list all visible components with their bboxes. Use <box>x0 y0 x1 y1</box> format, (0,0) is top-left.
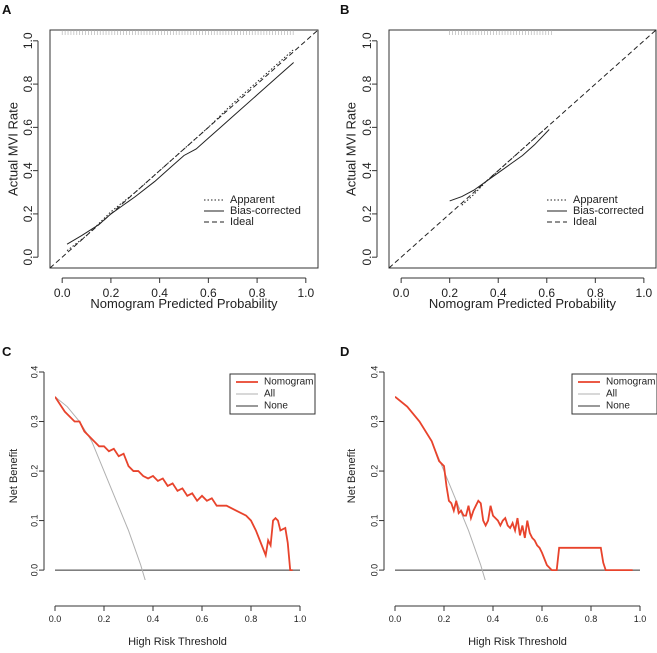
x-tick-label: 0.2 <box>98 614 111 624</box>
x-tick-label: 0.8 <box>249 286 266 300</box>
legend-label: Bias-corrected <box>230 205 301 217</box>
plot-frame <box>49 29 319 269</box>
series-group <box>395 396 640 580</box>
y-tick-label: 0.3 <box>369 415 379 428</box>
series-apparent <box>66 49 294 252</box>
y-tick-label: 0.0 <box>29 564 39 577</box>
series-bias-corrected <box>449 129 550 202</box>
y-tick-label: 0.4 <box>369 366 379 379</box>
x-tick-label: 1.0 <box>294 614 307 624</box>
legend-label: All <box>606 389 617 400</box>
x-axis-title: High Risk Threshold <box>468 636 567 648</box>
x-tick-label: 0.6 <box>196 614 209 624</box>
x-axis-title: Nomogram Predicted Probability <box>429 296 617 311</box>
series-group <box>50 30 318 268</box>
x-axis-title: Nomogram Predicted Probability <box>90 296 278 311</box>
x-tick-label: 0.4 <box>147 614 160 624</box>
x-tick-label: 0.8 <box>587 286 604 300</box>
legend-label: None <box>606 401 630 412</box>
y-tick-label: 0.2 <box>29 465 39 478</box>
y-axis-title: Net Benefit <box>8 449 20 503</box>
calibration-plot-a: 0.0 0.2 0.4 0.6 0.8 1.0 0.0 0.2 0.4 0.6 0.8 1.0 Nomo… <box>5 29 319 311</box>
y-axis-title: Net Benefit <box>346 449 358 503</box>
series-bias-corrected <box>66 62 294 245</box>
y-tick-label: 0.1 <box>369 514 379 527</box>
x-tick-label: 1.0 <box>634 614 647 624</box>
legend-label: All <box>264 389 275 400</box>
x-tick-label: 0.0 <box>49 614 62 624</box>
y-tick-label: 0.3 <box>29 415 39 428</box>
y-tick-label: 0.4 <box>360 162 374 179</box>
x-tick-label: 0.0 <box>389 614 402 624</box>
rug-marks <box>61 30 294 35</box>
y-tick-label: 0.2 <box>21 205 35 222</box>
y-tick-label: 1.0 <box>21 32 35 49</box>
legend-label: Nomogram <box>606 377 655 388</box>
x-tick-label: 1.0 <box>636 286 653 300</box>
x-tick-label: 0.4 <box>487 614 500 624</box>
y-tick-label: 0.8 <box>360 75 374 92</box>
series-nomogram <box>55 396 293 571</box>
series-apparent <box>461 126 548 206</box>
y-tick-label: 0.6 <box>360 119 374 136</box>
panel-letter-d: D <box>340 344 349 359</box>
calibration-plot-b: 0.0 0.2 0.4 0.6 0.8 1.0 0.0 0.2 0.4 0.6 0.8 1.0 Nomo… <box>343 29 657 311</box>
y-axis-title: Actual MVI Rate <box>5 102 20 196</box>
x-tick-label: 0.2 <box>103 286 120 300</box>
x-tick-label: 0.8 <box>245 614 258 624</box>
x-tick-label: 1.0 <box>297 286 314 300</box>
x-tick-label: 0.2 <box>438 614 451 624</box>
y-tick-label: 0.0 <box>360 249 374 266</box>
x-tick-label: 0.0 <box>54 286 71 300</box>
y-tick-label: 1.0 <box>360 32 374 49</box>
x-tick-label: 0.8 <box>585 614 598 624</box>
y-tick-label: 0.0 <box>369 564 379 577</box>
legend-label: None <box>264 401 288 412</box>
y-tick-label: 0.2 <box>360 205 374 222</box>
series-group <box>55 396 300 580</box>
x-tick-label: 0.6 <box>538 286 555 300</box>
legend-label: Nomogram <box>264 377 313 388</box>
series-nomogram <box>395 396 633 571</box>
x-axis-title: High Risk Threshold <box>128 636 227 648</box>
y-tick-label: 0.1 <box>29 514 39 527</box>
y-tick-label: 0.2 <box>369 465 379 478</box>
y-tick-label: 0.6 <box>21 119 35 136</box>
decision-curve-d: 0.0 0.2 0.4 0.6 0.8 1.0 0.0 0.1 0.2 0.3 0.4 High Ri… <box>346 366 657 648</box>
y-tick-label: 0.4 <box>21 162 35 179</box>
legend-label: Ideal <box>230 216 254 228</box>
series-all <box>55 396 146 580</box>
legend-label: Ideal <box>573 216 597 228</box>
x-tick-label: 0.2 <box>441 286 458 300</box>
series-group <box>389 30 656 268</box>
panel-letter-b: B <box>340 2 349 17</box>
y-tick-label: 0.8 <box>21 75 35 92</box>
x-tick-label: 0.6 <box>536 614 549 624</box>
rug-marks <box>449 30 552 35</box>
y-tick-label: 0.4 <box>29 366 39 379</box>
x-tick-label: 0.0 <box>393 286 410 300</box>
x-tick-label: 0.6 <box>200 286 217 300</box>
legend-label: Apparent <box>230 194 275 206</box>
legend-label: Bias-corrected <box>573 205 644 217</box>
y-axis-title: Actual MVI Rate <box>343 102 358 196</box>
series-ideal <box>389 30 656 268</box>
panel-letter-c: C <box>2 344 12 359</box>
y-tick-label: 0.0 <box>21 249 35 266</box>
x-tick-label: 0.4 <box>490 286 507 300</box>
decision-curve-c: 0.0 0.2 0.4 0.6 0.8 1.0 0.0 0.1 0.2 0.3 0.4 High Ri… <box>8 366 316 648</box>
series-all <box>395 396 486 580</box>
x-tick-label: 0.4 <box>151 286 168 300</box>
panel-letter-a: A <box>2 2 12 17</box>
legend-label: Apparent <box>573 194 618 206</box>
